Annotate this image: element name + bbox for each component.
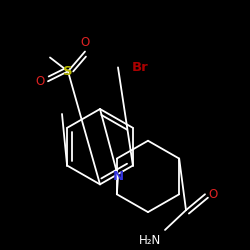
- Text: O: O: [80, 36, 90, 49]
- Text: N: N: [112, 170, 124, 183]
- Text: S: S: [63, 65, 73, 78]
- Text: O: O: [36, 75, 45, 88]
- Text: Br: Br: [132, 61, 149, 74]
- Text: H₂N: H₂N: [139, 234, 161, 247]
- Text: O: O: [208, 188, 217, 201]
